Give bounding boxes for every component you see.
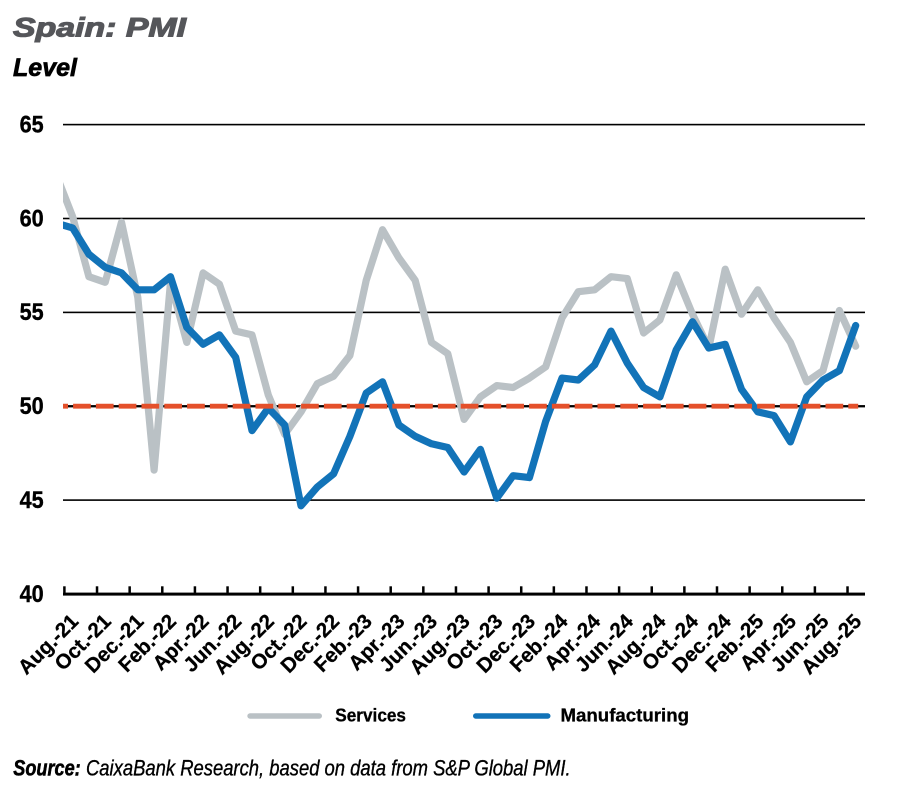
svg-text:Source:: Source: <box>13 756 80 781</box>
svg-text:Spain: PMI: Spain: PMI <box>13 13 187 43</box>
svg-text:Level: Level <box>13 54 78 82</box>
svg-text:45: 45 <box>20 487 44 514</box>
svg-text:65: 65 <box>20 111 44 138</box>
svg-text:50: 50 <box>20 393 44 420</box>
svg-text:40: 40 <box>20 581 44 608</box>
svg-text:CaixaBank Research, based on d: CaixaBank Research, based on data from S… <box>86 756 571 781</box>
svg-text:55: 55 <box>20 299 44 326</box>
svg-text:Services: Services <box>335 705 406 725</box>
svg-text:60: 60 <box>20 205 44 232</box>
svg-text:Manufacturing: Manufacturing <box>561 705 690 725</box>
